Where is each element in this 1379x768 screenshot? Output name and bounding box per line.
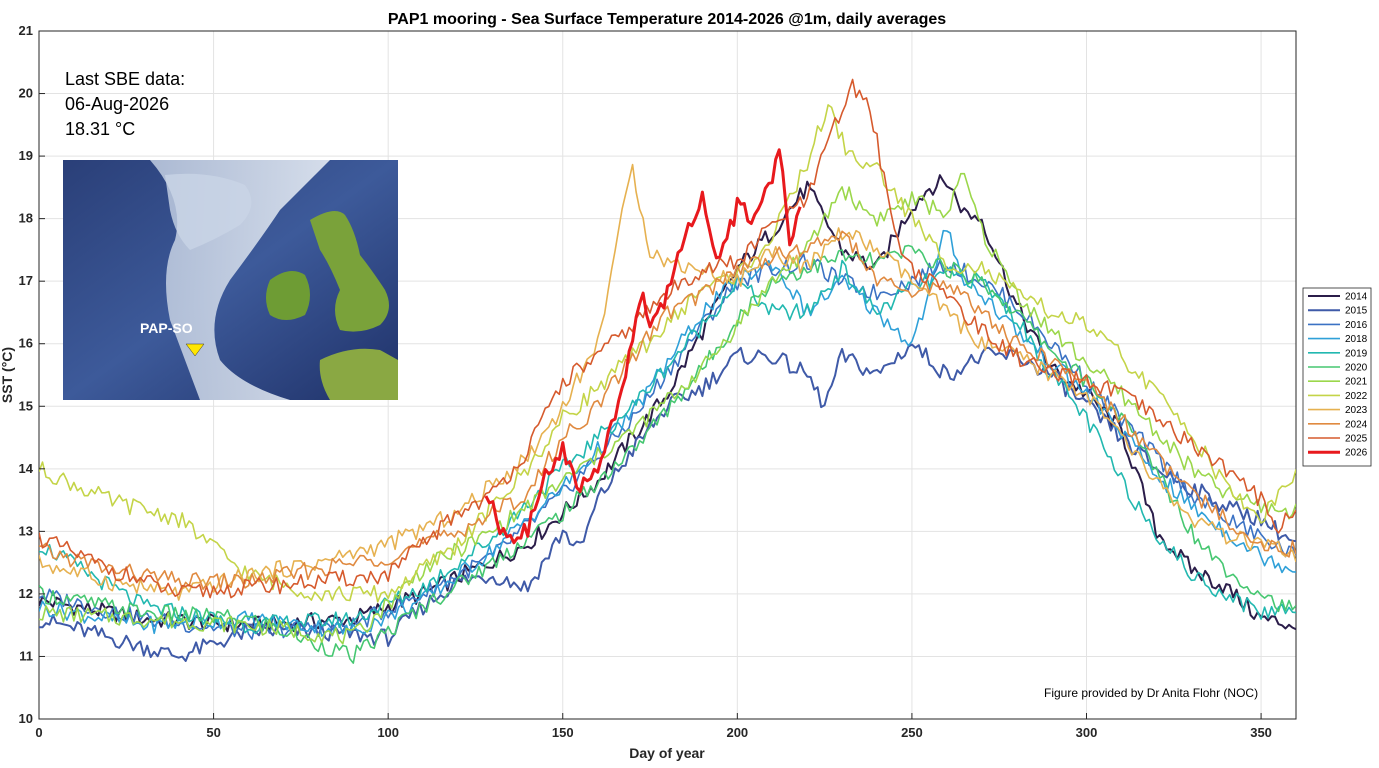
series-layer [39, 78, 1296, 664]
y-tick-label: 21 [19, 23, 33, 38]
station-marker-icon [185, 343, 205, 357]
legend-label-2015: 2015 [1345, 306, 1368, 317]
series-line-2024 [39, 230, 1296, 591]
figure-credit: Figure provided by Dr Anita Flohr (NOC) [1044, 686, 1258, 700]
y-tick-label: 13 [19, 523, 33, 538]
y-tick-label: 18 [19, 211, 33, 226]
legend-label-2021: 2021 [1345, 377, 1368, 388]
legend-label-2020: 2020 [1345, 363, 1368, 374]
last-data-date: 06-Aug-2026 [65, 94, 169, 114]
x-tick-label: 100 [377, 725, 399, 740]
legend: 2014 2015 2016 2018 2019 2020 2021 2022 2023 2024… [1302, 287, 1372, 467]
series-line-2025 [39, 78, 1296, 599]
map-bank [165, 173, 252, 250]
y-tick-label: 20 [19, 86, 33, 101]
chart-title: PAP1 mooring - Sea Surface Temperature 2… [388, 11, 946, 28]
y-tick-label: 19 [19, 148, 33, 163]
legend-label-2022: 2022 [1345, 391, 1368, 402]
y-tick-label: 16 [19, 336, 33, 351]
series-line-2021 [39, 172, 1296, 645]
series-line-2022 [39, 104, 1296, 603]
x-tick-label: 350 [1250, 725, 1272, 740]
map-ireland [266, 271, 310, 320]
plot-frame [38, 30, 1297, 720]
legend-label-2025: 2025 [1345, 434, 1368, 445]
x-tick-label: 250 [901, 725, 923, 740]
legend-label-2018: 2018 [1345, 334, 1368, 345]
y-tick-label: 12 [19, 586, 33, 601]
legend-label-2026: 2026 [1345, 448, 1368, 459]
legend-box [1302, 287, 1372, 467]
series-line-2023 [39, 163, 1296, 601]
x-tick-label: 0 [35, 725, 42, 740]
x-tick-label: 200 [726, 725, 748, 740]
legend-label-2019: 2019 [1345, 348, 1368, 359]
legend-label-2024: 2024 [1345, 419, 1368, 430]
y-axis-ticks: 10 11 12 13 14 15 16 17 18 19 20 21 [19, 23, 45, 726]
location-map: PAP-SO [63, 160, 398, 400]
y-tick-label: 14 [19, 461, 34, 476]
legend-label-2014: 2014 [1345, 292, 1368, 303]
x-tick-label: 150 [552, 725, 574, 740]
y-tick-label: 10 [19, 711, 33, 726]
map-britain [310, 211, 389, 332]
x-tick-label: 300 [1076, 725, 1098, 740]
x-axis-ticks: 0 50 100 150 200 250 300 350 [35, 713, 1272, 740]
y-axis-label: SST (°C) [0, 347, 15, 403]
legend-label-2023: 2023 [1345, 405, 1368, 416]
series-line-2019 [39, 259, 1296, 635]
map-france [319, 348, 398, 400]
map-station-label: PAP-SO [140, 320, 193, 336]
last-data-temperature: 18.31 °C [65, 119, 135, 139]
x-axis-label: Day of year [629, 745, 705, 761]
legend-label-2016: 2016 [1345, 320, 1368, 331]
y-tick-label: 15 [19, 398, 33, 413]
y-tick-label: 11 [19, 648, 33, 663]
last-data-label: Last SBE data: [65, 69, 185, 89]
series-line-2015 [39, 343, 1296, 662]
series-line-2026 [484, 148, 802, 545]
series-line-2018 [39, 229, 1296, 637]
y-tick-label: 17 [19, 273, 33, 288]
x-tick-label: 50 [206, 725, 220, 740]
